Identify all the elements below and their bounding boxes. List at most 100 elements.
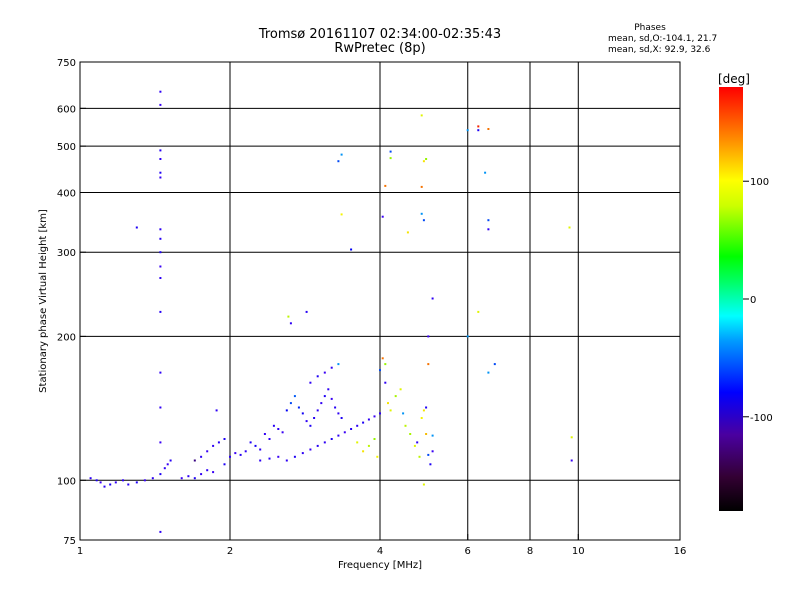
data-point: [425, 158, 428, 160]
data-point: [379, 369, 381, 372]
data-point: [277, 428, 280, 430]
data-point: [340, 153, 343, 156]
grid-lines: [80, 62, 680, 540]
colorbar-tick-label: 0: [750, 295, 756, 306]
data-point: [420, 417, 423, 419]
data-point: [362, 450, 365, 453]
data-point: [313, 417, 316, 419]
phases-mean-o: mean, sd,O:-104.1, 21.7: [608, 34, 718, 44]
data-point: [244, 450, 247, 453]
data-point: [367, 444, 370, 447]
data-point: [159, 237, 162, 240]
data-point: [406, 231, 409, 234]
data-point: [487, 371, 490, 374]
data-point: [114, 481, 117, 484]
data-point: [493, 363, 496, 366]
data-point: [223, 438, 226, 440]
y-tick-label: 200: [57, 332, 76, 343]
y-tick-label: 300: [57, 248, 76, 259]
data-point: [159, 530, 162, 533]
data-point: [330, 438, 333, 440]
data-point: [151, 477, 154, 480]
data-point: [159, 251, 162, 254]
y-tick-label: 600: [57, 104, 76, 115]
data-point: [477, 129, 480, 132]
data-point: [340, 417, 343, 419]
data-point: [305, 420, 308, 423]
data-point: [477, 310, 480, 313]
data-point: [159, 277, 162, 279]
y-tick-label: 500: [57, 142, 76, 153]
x-tick-label: 8: [527, 546, 533, 557]
data-point: [484, 171, 487, 174]
data-point: [309, 448, 312, 451]
data-point: [217, 441, 220, 444]
data-point: [337, 412, 340, 415]
data-point: [425, 406, 428, 409]
data-point: [287, 315, 290, 318]
data-point: [180, 477, 183, 480]
data-point: [159, 176, 162, 179]
data-point: [373, 438, 376, 440]
data-point: [159, 371, 162, 374]
data-point: [422, 409, 425, 412]
data-point: [356, 424, 359, 427]
data-point: [356, 441, 359, 444]
data-point: [323, 371, 326, 374]
data-point: [376, 455, 379, 458]
data-point: [327, 388, 330, 391]
y-axis: 75 100 200 300 400 500 600 750: [57, 58, 86, 547]
data-point: [99, 481, 102, 484]
data-point: [340, 213, 343, 216]
data-point: [293, 395, 296, 398]
colorbar-label: [deg]: [718, 72, 750, 86]
y-tick-label: 750: [57, 58, 76, 69]
data-point: [159, 228, 162, 231]
x-axis: 1 2 4 6 8 10 16: [77, 534, 686, 557]
data-point: [223, 463, 226, 466]
data-point: [362, 421, 365, 424]
data-point: [135, 226, 138, 229]
data-point: [350, 428, 353, 430]
data-point: [389, 409, 392, 412]
data-point: [268, 457, 271, 460]
data-point: [466, 129, 469, 132]
data-point: [387, 402, 389, 405]
data-point: [159, 171, 162, 174]
data-point: [477, 125, 480, 128]
data-point: [427, 363, 430, 366]
colorbar-tick-label: 100: [750, 177, 769, 188]
data-point: [422, 160, 425, 163]
data-points: [89, 90, 573, 533]
data-point: [206, 469, 209, 472]
x-axis-label: Frequency [MHz]: [338, 560, 422, 571]
data-point: [200, 455, 203, 458]
data-point: [249, 441, 252, 444]
data-point: [316, 444, 319, 447]
data-point: [399, 388, 402, 391]
data-point: [381, 357, 384, 360]
data-point: [159, 90, 162, 93]
data-point: [159, 441, 162, 444]
data-point: [259, 459, 262, 462]
data-point: [289, 402, 292, 405]
data-point: [159, 158, 162, 160]
data-point: [487, 228, 490, 231]
data-point: [422, 219, 425, 222]
data-point: [420, 185, 423, 188]
data-point: [420, 114, 423, 117]
data-point: [234, 452, 237, 455]
y-tick-label: 75: [63, 536, 76, 547]
data-point: [305, 310, 308, 313]
data-point: [425, 433, 428, 435]
data-point: [103, 485, 106, 488]
data-point: [277, 455, 280, 458]
data-point: [431, 434, 434, 437]
data-point: [135, 481, 138, 484]
chart-title: Tromsø 20161107 02:34:00-02:35:43: [258, 27, 502, 42]
data-point: [259, 448, 262, 451]
data-point: [187, 475, 190, 478]
data-point: [394, 395, 397, 398]
data-point: [409, 433, 412, 435]
